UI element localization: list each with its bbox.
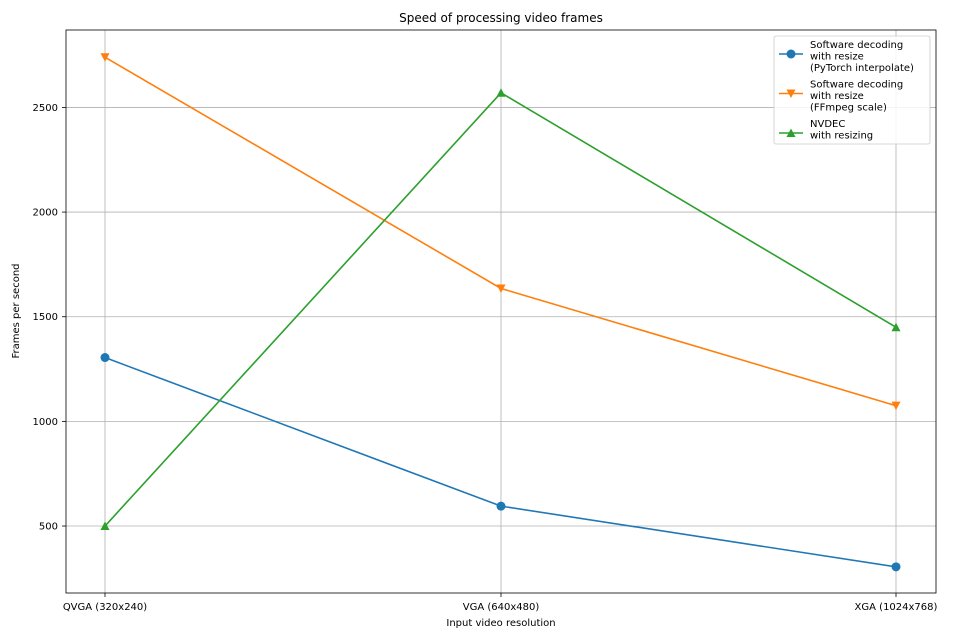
legend: Software decoding with resize (PyTorch int… [773, 35, 931, 145]
chart-title: Speed of processing video frames [399, 11, 603, 25]
series-line [104, 356, 897, 568]
x-axis: QVGA (320x240) VGA (640x480) XGA (1024x768… [63, 593, 938, 613]
series-layer [100, 53, 901, 572]
data-point [496, 88, 506, 97]
y-tick-label: 2000 [33, 208, 58, 219]
y-tick-label: 2500 [33, 103, 58, 114]
y-tick-label: 1000 [33, 417, 58, 428]
legend-marker [786, 128, 796, 137]
x-tick-label: QVGA (320x240) [63, 602, 147, 613]
legend-label: NVDEC with resizing [810, 119, 873, 142]
y-tick-label: 500 [39, 522, 58, 533]
legend-box [773, 35, 931, 145]
data-point [496, 284, 506, 293]
data-point [100, 353, 110, 363]
legend-entry: Software decoding with resize (PyTorch int… [779, 40, 914, 74]
y-axis: 500 1000 1500 2000 2500 [33, 103, 66, 533]
legend-marker [786, 89, 796, 98]
legend-entry: NVDEC with resizing [779, 119, 873, 142]
legend-label: Software decoding with resize (FFmpeg scal… [810, 80, 903, 114]
x-axis-label: Input video resolution [446, 618, 555, 629]
data-point [100, 53, 110, 62]
data-point [100, 521, 110, 531]
data-point [496, 501, 506, 511]
series-1 [100, 353, 901, 572]
series-3 [100, 88, 901, 531]
data-point [891, 322, 901, 332]
data-point [891, 562, 901, 572]
y-axis-label: Frames per second [11, 264, 22, 359]
legend-marker [786, 49, 796, 59]
legend-label: Software decoding with resize (PyTorch int… [810, 40, 914, 74]
data-point [891, 401, 901, 411]
series-2 [100, 53, 901, 411]
x-tick-label: VGA (640x480) [463, 602, 540, 613]
y-tick-label: 1500 [33, 312, 58, 323]
series-line [104, 91, 897, 527]
x-tick-label: XGA (1024x768) [855, 602, 938, 613]
legend-entry: Software decoding with resize (FFmpeg scal… [779, 80, 903, 114]
